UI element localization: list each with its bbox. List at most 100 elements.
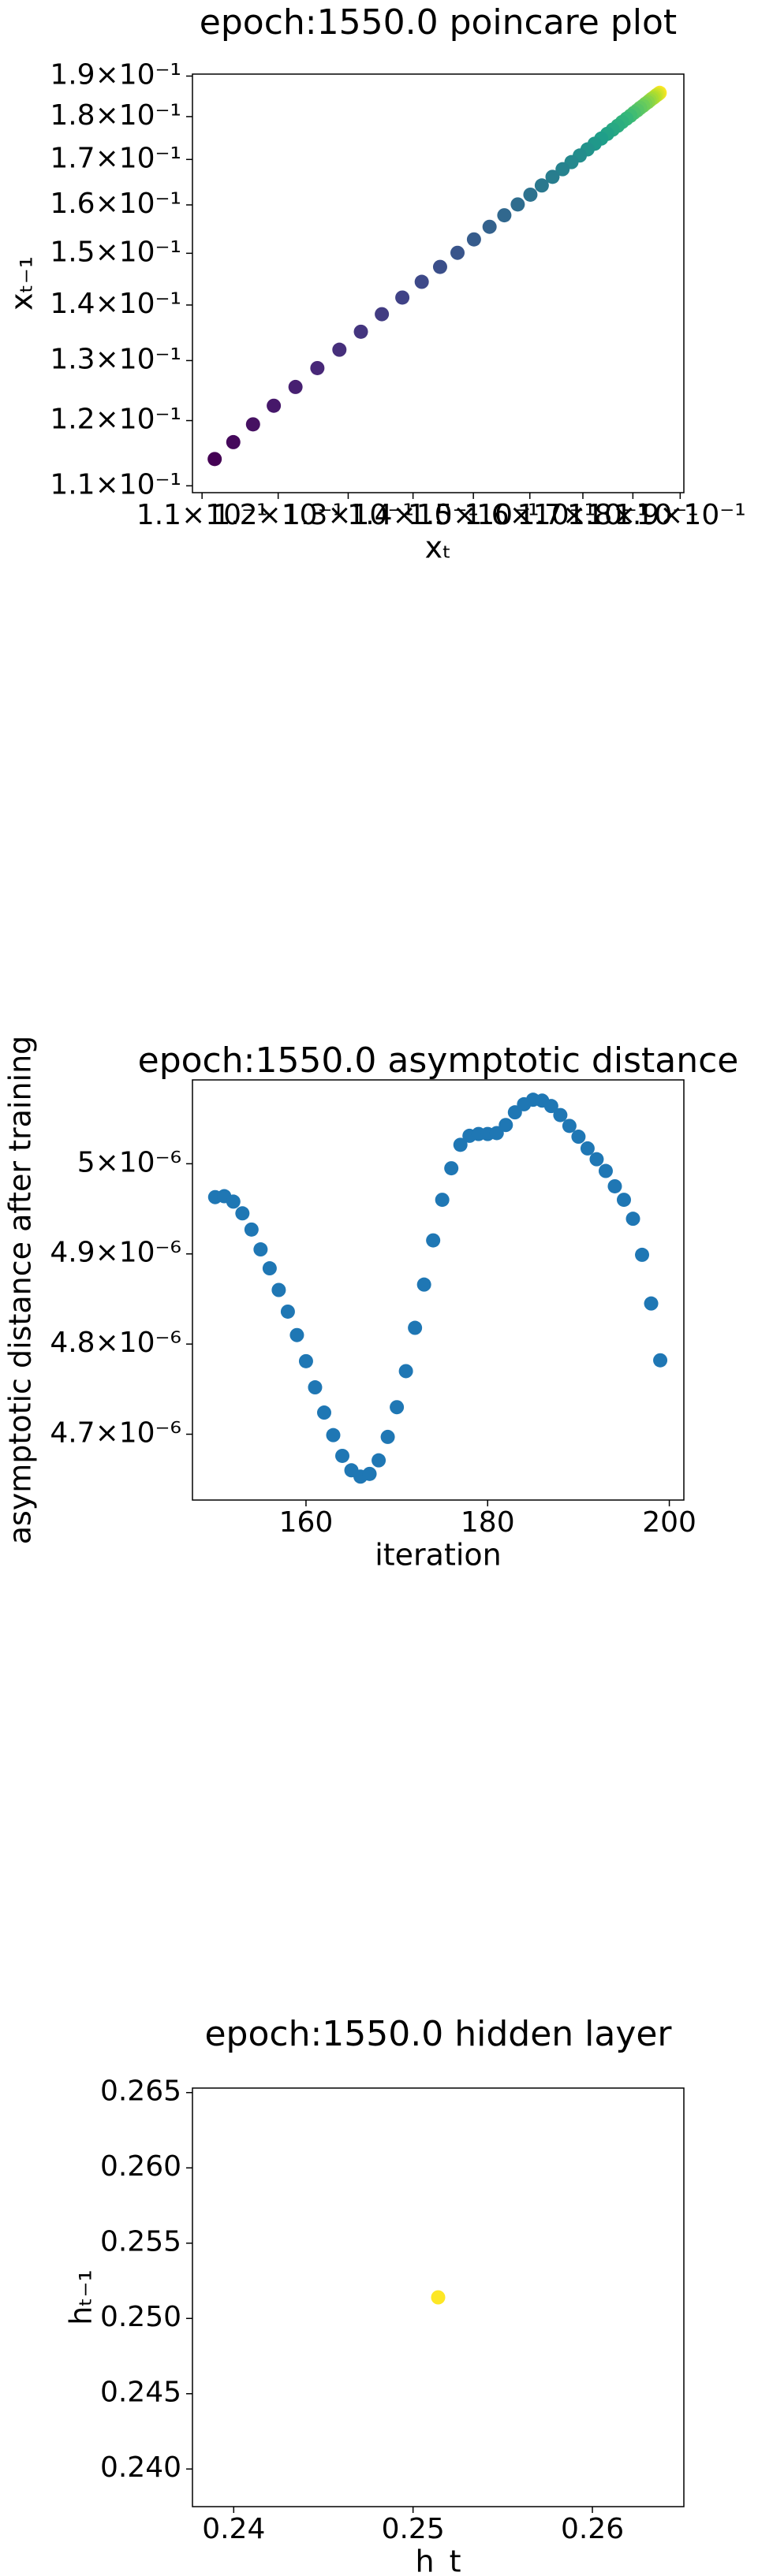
y-tick-label: 5×10⁻⁶: [77, 1146, 181, 1178]
point: [450, 245, 465, 260]
point: [523, 187, 538, 202]
axes-frame: [192, 73, 685, 493]
point: [432, 259, 447, 274]
y-tick-label: 0.260: [100, 2150, 181, 2183]
y-tick-label: 1.5×10⁻¹: [50, 236, 181, 268]
point: [431, 2290, 446, 2305]
x-axis-label: h_t: [416, 2544, 461, 2576]
y-tick-label: 0.250: [100, 2301, 181, 2333]
point: [398, 1364, 413, 1379]
y-tick-label: 1.9×10⁻¹: [50, 58, 181, 91]
y-tick-label: 1.2×10⁻¹: [50, 404, 181, 436]
point: [616, 1193, 631, 1208]
point: [288, 379, 303, 394]
point: [372, 1453, 386, 1468]
y-tick-label: 1.7×10⁻¹: [50, 142, 181, 174]
point: [326, 1428, 341, 1442]
chart-title: epoch:1550.0 hidden layer: [204, 2014, 672, 2054]
point: [332, 342, 347, 357]
point: [375, 307, 390, 322]
point: [271, 1282, 286, 1297]
x-tick-label: 0.25: [382, 2513, 445, 2545]
point: [207, 452, 222, 467]
y-tick-label: 0.265: [100, 2075, 181, 2108]
point: [335, 1448, 350, 1463]
point: [262, 1261, 277, 1276]
y-tick-label: 0.245: [100, 2377, 181, 2409]
point: [489, 1126, 504, 1141]
point: [253, 1242, 268, 1257]
y-axis-label: hₜ₋₁: [64, 2269, 99, 2325]
axes-frame: [192, 1079, 685, 1501]
point: [598, 1163, 613, 1178]
y-tick-label: 4.7×10⁻⁶: [50, 1417, 181, 1450]
y-tick-label: 1.3×10⁻¹: [50, 343, 181, 375]
y-tick-label: 0.240: [100, 2451, 181, 2484]
x-tick-label: 1.1×10⁻¹: [136, 499, 268, 531]
y-axis-label: xₜ₋₁: [5, 256, 39, 311]
point: [267, 398, 282, 413]
point: [380, 1429, 395, 1444]
point: [571, 1130, 586, 1145]
point: [414, 274, 429, 289]
x-tick-label: 200: [642, 1506, 696, 1539]
x-tick-label: 0.24: [202, 2513, 265, 2545]
point: [589, 1152, 604, 1167]
point: [543, 1099, 558, 1114]
point: [498, 1118, 513, 1133]
point: [635, 1247, 650, 1262]
y-tick-label: 4.8×10⁻⁶: [50, 1327, 181, 1359]
point: [310, 360, 325, 375]
point: [235, 1206, 250, 1221]
point: [395, 290, 410, 305]
point: [607, 1178, 622, 1193]
x-tick-label: 1.6×10⁻¹: [464, 499, 596, 531]
point: [653, 1353, 668, 1368]
point: [453, 1137, 468, 1152]
y-axis-label: asymptotic distance after training: [3, 1036, 38, 1545]
point: [408, 1320, 423, 1335]
point: [482, 219, 497, 234]
x-tick-label: 1.9×10⁻¹: [614, 499, 746, 531]
point: [507, 1105, 522, 1120]
point: [545, 169, 560, 184]
y-tick-label: 1.6×10⁻¹: [50, 188, 181, 220]
point: [580, 1141, 595, 1156]
y-tick-label: 1.4×10⁻¹: [50, 288, 181, 320]
point: [553, 1107, 568, 1122]
point: [308, 1380, 323, 1395]
x-tick-label: 1.2×10⁻¹: [212, 499, 344, 531]
y-tick-label: 1.1×10⁻¹: [50, 468, 181, 501]
x-tick-label: 180: [461, 1506, 515, 1539]
point: [625, 1212, 640, 1227]
point: [497, 208, 512, 223]
x-tick-label: 1.3×10⁻¹: [282, 499, 414, 531]
point: [510, 197, 525, 212]
point: [226, 434, 241, 449]
point: [280, 1304, 295, 1319]
point: [245, 417, 260, 432]
point: [416, 1277, 431, 1292]
x-tick-label: 1.4×10⁻¹: [347, 499, 479, 531]
point: [466, 232, 481, 247]
x-tick-label: 0.26: [561, 2513, 624, 2545]
point: [444, 1161, 459, 1176]
y-tick-label: 1.8×10⁻¹: [50, 99, 181, 132]
x-tick-label: 160: [279, 1506, 334, 1539]
point: [289, 1327, 304, 1342]
x-tick-label: 1.7×10⁻¹: [517, 499, 649, 531]
point: [353, 324, 368, 339]
point: [562, 1119, 577, 1134]
y-tick-label: 0.255: [100, 2226, 181, 2258]
point: [435, 1193, 450, 1208]
point: [298, 1353, 313, 1368]
point: [426, 1233, 441, 1248]
x-axis-label: xₜ: [425, 530, 452, 565]
point: [555, 162, 570, 177]
point: [534, 178, 549, 193]
chart-title: epoch:1550.0 poincare plot: [200, 2, 677, 43]
y-tick-label: 4.9×10⁻⁶: [50, 1237, 181, 1269]
point: [244, 1222, 259, 1237]
